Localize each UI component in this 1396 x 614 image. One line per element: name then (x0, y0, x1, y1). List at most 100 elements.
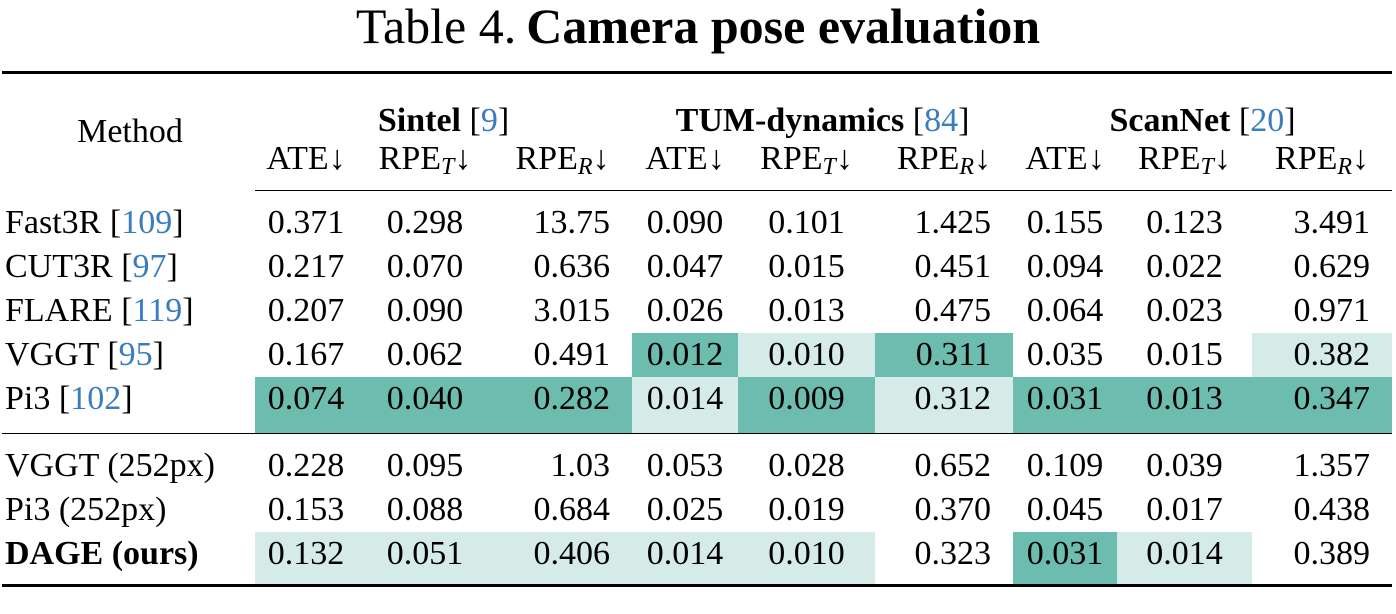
method-cell: VGGT [95] (2, 333, 255, 377)
method-cell: CUT3R [97] (2, 245, 255, 289)
bracket: ] (121, 380, 133, 417)
method-name: DAGE (ours) (5, 535, 199, 572)
value-cell: 0.167 (267, 336, 345, 373)
value-cell: 0.047 (646, 248, 724, 285)
method-name: Fast3R (5, 203, 102, 241)
table-row: DAGE (ours) 0.132 0.051 0.406 0.014 0.010 0.32… (2, 532, 1393, 586)
value-cell: 0.074 (255, 377, 357, 434)
method-name: Pi3 (252px) (5, 491, 167, 528)
value-cell: 0.014 (1117, 532, 1253, 586)
table-label: Table 4. (355, 0, 517, 54)
method-name: VGGT (252px) (5, 447, 215, 484)
bracket: [ (58, 380, 71, 417)
bracket: [ (107, 336, 119, 373)
value-cell: 0.022 (1146, 248, 1223, 285)
metric-name: ATE (1025, 140, 1088, 177)
value-cell: 0.207 (267, 292, 345, 329)
method-header: Method (77, 113, 183, 151)
value-cell: 0.014 (632, 377, 739, 434)
metric-subscript: R (959, 154, 975, 180)
metric-header: ATE↓ (255, 140, 357, 191)
value-cell: 0.012 (632, 333, 739, 377)
bracket: [ (912, 102, 925, 139)
value-cell: 0.217 (267, 248, 345, 285)
table-row: Pi3 (252px) 0.153 0.088 0.684 0.025 0.019 0.37… (2, 488, 1392, 532)
metric-header: ATE↓ (632, 140, 739, 191)
metric-subscript: R (1337, 154, 1353, 180)
table-row: VGGT [95] 0.167 0.062 0.491 0.012 0.010 0.311 0… (2, 333, 1393, 377)
reference: 119 (132, 292, 183, 329)
value-cell: 0.045 (1026, 491, 1104, 528)
value-cell: 0.370 (914, 491, 992, 528)
table-row: VGGT (252px) 0.228 0.095 1.03 0.053 0.028 0.65… (2, 434, 1392, 489)
value-cell: 3.015 (533, 292, 611, 329)
reference: 84 (924, 102, 959, 139)
value-cell: 13.75 (533, 204, 611, 241)
value-cell: 0.228 (267, 447, 345, 484)
method-name: VGGT (5, 336, 99, 373)
metric-row: ATE↓ RPET↓ RPER↓ ATE↓ RPET↓ RPER↓ ATE↓ RPET↓ RPE… (2, 140, 1393, 191)
value-cell: 0.101 (768, 204, 845, 241)
value-cell: 0.652 (914, 447, 992, 484)
metric-header: RPET↓ (738, 140, 876, 191)
bracket: ] (497, 102, 510, 139)
value-cell: 0.039 (1146, 447, 1223, 484)
bracket: ] (166, 248, 178, 285)
value-cell: 0.109 (1026, 447, 1104, 484)
metric-arrow: ↓ (974, 140, 992, 177)
metric-subscript: R (577, 154, 593, 180)
value-cell: 0.347 (1252, 377, 1393, 434)
value-cell: 0.371 (267, 204, 345, 241)
value-cell: 0.013 (1117, 377, 1253, 434)
value-cell: 0.051 (357, 532, 493, 586)
reference: 102 (70, 380, 122, 417)
value-cell: 1.425 (914, 204, 992, 241)
value-cell: 0.009 (738, 377, 876, 434)
value-cell: 0.053 (646, 447, 724, 484)
value-cell: 0.684 (533, 491, 611, 528)
value-cell: 0.629 (1293, 248, 1371, 285)
table-section: VGGT (252px) 0.228 0.095 1.03 0.053 0.028 0.65… (2, 434, 1393, 586)
bracket: [ (469, 102, 481, 139)
bracket: ] (182, 292, 194, 329)
metric-name: RPE (378, 140, 441, 177)
metric-arrow: ↓ (835, 140, 853, 177)
value-cell: 0.095 (386, 447, 464, 484)
group-name: TUM-dynamics (675, 102, 905, 139)
value-cell: 0.132 (255, 532, 357, 586)
results-table: Method Sintel [9] TUM-dynamics [84] ScanNet… (2, 71, 1393, 587)
value-cell: 0.451 (914, 248, 992, 285)
table-head: Method Sintel [9] TUM-dynamics [84] ScanNet… (2, 73, 1393, 191)
bracket: ] (152, 336, 164, 373)
metric-header: RPER↓ (1252, 140, 1393, 191)
metric-arrow: ↓ (592, 140, 610, 177)
bracket: ] (172, 203, 184, 241)
value-cell: 0.064 (1026, 292, 1104, 329)
metric-header: RPET↓ (357, 140, 493, 191)
reference: 95 (118, 336, 153, 373)
bracket: ] (958, 102, 970, 139)
bracket: ] (1284, 102, 1296, 139)
metric-name: RPE (1275, 140, 1338, 177)
metric-arrow: ↓ (1352, 140, 1370, 177)
metric-header: RPET↓ (1117, 140, 1253, 191)
value-cell: 0.323 (875, 532, 1014, 586)
value-cell: 0.014 (632, 532, 739, 586)
value-cell: 0.153 (267, 491, 345, 528)
value-cell: 0.035 (1026, 336, 1104, 373)
value-cell: 0.971 (1293, 292, 1371, 329)
value-cell: 0.040 (357, 377, 493, 434)
table-row: Fast3R [109] 0.371 0.298 13.75 0.090 0.101 1.4… (2, 191, 1392, 246)
value-cell: 0.389 (1252, 532, 1393, 586)
metric-subscript: T (1200, 154, 1214, 180)
reference: 9 (480, 102, 498, 139)
group-header: TUM-dynamics [84] (632, 73, 1013, 141)
value-cell: 0.015 (1146, 336, 1223, 373)
value-cell: 0.311 (875, 333, 1014, 377)
bracket: [ (1238, 102, 1251, 139)
value-cell: 0.636 (533, 248, 611, 285)
value-cell: 0.475 (914, 292, 992, 329)
reference: 20 (1250, 102, 1285, 139)
metric-header: RPER↓ (493, 140, 633, 191)
value-cell: 1.03 (550, 447, 611, 484)
